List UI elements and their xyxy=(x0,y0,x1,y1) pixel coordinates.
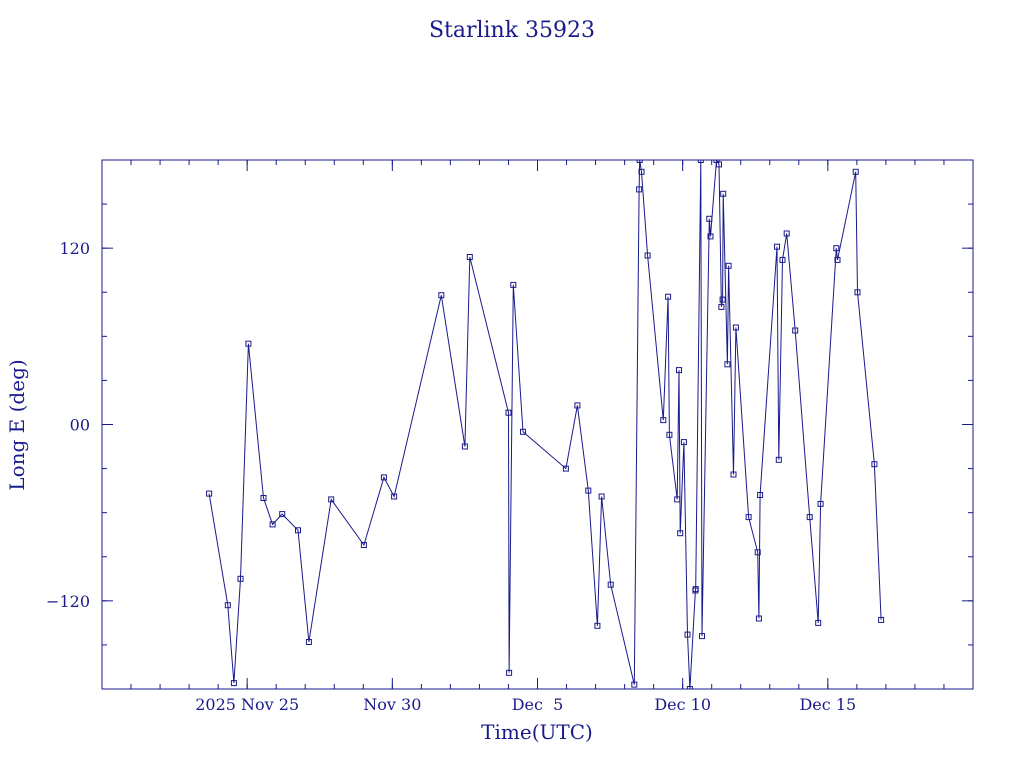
data-point xyxy=(631,681,638,688)
data-point xyxy=(677,530,684,537)
plot-frame xyxy=(101,159,974,690)
data-point xyxy=(725,262,732,269)
chart-title: Starlink 35923 xyxy=(429,18,595,43)
data-point xyxy=(636,160,643,163)
data-point xyxy=(871,461,878,468)
data-point xyxy=(732,324,739,331)
data-point xyxy=(774,243,780,250)
data-point xyxy=(854,289,861,296)
data-point xyxy=(697,160,704,163)
data-point xyxy=(699,633,705,640)
data-point xyxy=(461,443,468,450)
data-point xyxy=(237,575,244,582)
data-point xyxy=(360,542,367,548)
data-point xyxy=(783,230,790,237)
data-point xyxy=(206,490,213,497)
data-point xyxy=(644,252,651,259)
data-point xyxy=(755,615,762,622)
data-point xyxy=(636,186,643,193)
data-point xyxy=(676,367,682,374)
data-point xyxy=(775,456,782,463)
data-point xyxy=(665,293,672,300)
y-tick-label: −120 xyxy=(46,592,90,611)
data-point xyxy=(638,168,645,175)
data-point xyxy=(674,496,681,503)
data-point xyxy=(779,256,786,263)
data-point xyxy=(878,616,885,623)
data-point xyxy=(686,686,693,689)
data-point xyxy=(707,233,714,240)
data-point xyxy=(585,487,592,494)
data-point xyxy=(660,417,667,424)
data-point xyxy=(692,586,699,593)
data-point xyxy=(269,521,276,528)
data-point xyxy=(598,493,605,500)
data-point xyxy=(684,631,691,638)
data-point xyxy=(757,492,764,498)
data-point xyxy=(718,303,725,310)
data-point xyxy=(680,439,687,446)
y-tick-label: 120 xyxy=(59,239,90,258)
data-point xyxy=(328,496,335,503)
data-point xyxy=(562,465,569,472)
data-point xyxy=(466,254,473,260)
data-point xyxy=(607,581,614,588)
data-point xyxy=(505,409,512,416)
x-tick-label: Dec 10 xyxy=(654,695,711,714)
data-point xyxy=(754,549,761,556)
data-point xyxy=(666,431,673,438)
series-line xyxy=(208,160,882,689)
data-point xyxy=(594,622,601,629)
x-tick-label: Dec 5 xyxy=(512,695,564,714)
data-point xyxy=(716,161,722,168)
x-tick-label: Dec 15 xyxy=(799,695,856,714)
data-point xyxy=(230,680,237,687)
data-point xyxy=(380,474,387,481)
data-point xyxy=(706,215,713,222)
data-point xyxy=(260,495,267,501)
y-axis-label: Long E (deg) xyxy=(5,359,29,490)
data-point xyxy=(574,402,581,409)
data-point xyxy=(438,292,445,299)
data-point xyxy=(806,514,813,521)
data-point xyxy=(745,514,752,521)
data-point xyxy=(792,327,799,334)
x-axis-label: Time(UTC) xyxy=(481,720,593,744)
data-point xyxy=(520,428,526,435)
data-point xyxy=(245,340,252,347)
data-point xyxy=(719,296,726,303)
data-point xyxy=(817,500,824,507)
data-point xyxy=(224,602,231,609)
data-point xyxy=(720,190,727,197)
data-point xyxy=(852,168,859,175)
data-point xyxy=(305,639,312,645)
data-point xyxy=(279,511,286,518)
data-point xyxy=(730,471,737,478)
data-point xyxy=(815,619,822,626)
x-tick-label: Nov 30 xyxy=(363,695,421,714)
x-tick-label: 2025 Nov 25 xyxy=(195,695,299,714)
data-point xyxy=(833,245,840,252)
data-point xyxy=(834,256,841,263)
data-point xyxy=(724,361,731,368)
data-point xyxy=(391,493,398,500)
data-point xyxy=(506,669,513,676)
data-point xyxy=(295,527,301,534)
y-tick-label: 00 xyxy=(70,416,90,435)
data-point xyxy=(510,281,517,288)
plot-area: 2025 Nov 25 Nov 30 Dec 5 Dec 10 Dec 15 120 00 −… xyxy=(46,159,974,714)
